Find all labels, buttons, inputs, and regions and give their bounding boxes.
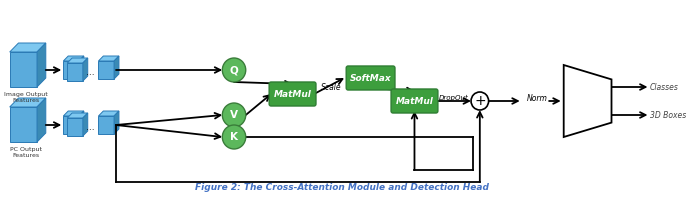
Text: Norm: Norm	[527, 93, 547, 103]
Text: DropOut: DropOut	[439, 95, 468, 101]
Polygon shape	[64, 61, 79, 79]
Polygon shape	[67, 113, 88, 118]
Text: MatMul: MatMul	[396, 96, 433, 106]
Polygon shape	[98, 116, 114, 134]
Polygon shape	[10, 98, 46, 107]
Polygon shape	[37, 98, 46, 142]
FancyBboxPatch shape	[269, 82, 316, 106]
Polygon shape	[83, 58, 88, 81]
Polygon shape	[83, 113, 88, 136]
Text: ...: ...	[86, 68, 95, 76]
Text: Classes: Classes	[650, 83, 678, 91]
FancyBboxPatch shape	[346, 66, 395, 90]
Text: V: V	[230, 110, 238, 120]
Text: MatMul: MatMul	[273, 89, 311, 98]
Polygon shape	[79, 56, 84, 79]
Polygon shape	[114, 56, 119, 79]
Text: K: K	[230, 132, 238, 142]
Text: SoftMax: SoftMax	[349, 73, 392, 83]
Text: Object
Detection
Head: Object Detection Head	[569, 85, 606, 117]
Polygon shape	[67, 63, 83, 81]
Polygon shape	[10, 43, 46, 52]
Polygon shape	[564, 65, 612, 137]
Text: Q: Q	[230, 65, 239, 75]
Circle shape	[471, 92, 489, 110]
Polygon shape	[67, 58, 88, 63]
Circle shape	[222, 103, 246, 127]
Polygon shape	[67, 118, 83, 136]
Polygon shape	[10, 107, 37, 142]
Polygon shape	[37, 43, 46, 87]
Text: PC Output
Features: PC Output Features	[10, 147, 42, 158]
Text: ...: ...	[86, 123, 95, 131]
Polygon shape	[79, 111, 84, 134]
Circle shape	[222, 58, 246, 82]
Circle shape	[222, 125, 246, 149]
Polygon shape	[64, 111, 84, 116]
Polygon shape	[10, 52, 37, 87]
FancyBboxPatch shape	[391, 89, 438, 113]
Polygon shape	[114, 111, 119, 134]
Polygon shape	[98, 61, 114, 79]
Polygon shape	[64, 56, 84, 61]
Text: 3D Boxes: 3D Boxes	[650, 110, 686, 120]
Polygon shape	[64, 116, 79, 134]
Polygon shape	[98, 111, 119, 116]
Text: +: +	[474, 93, 486, 108]
Text: Figure 2: The Cross-Attention Module and Detection Head: Figure 2: The Cross-Attention Module and…	[195, 183, 489, 192]
Polygon shape	[98, 56, 119, 61]
Text: Scale: Scale	[321, 83, 342, 92]
Text: Image Output
Features: Image Output Features	[4, 92, 48, 103]
